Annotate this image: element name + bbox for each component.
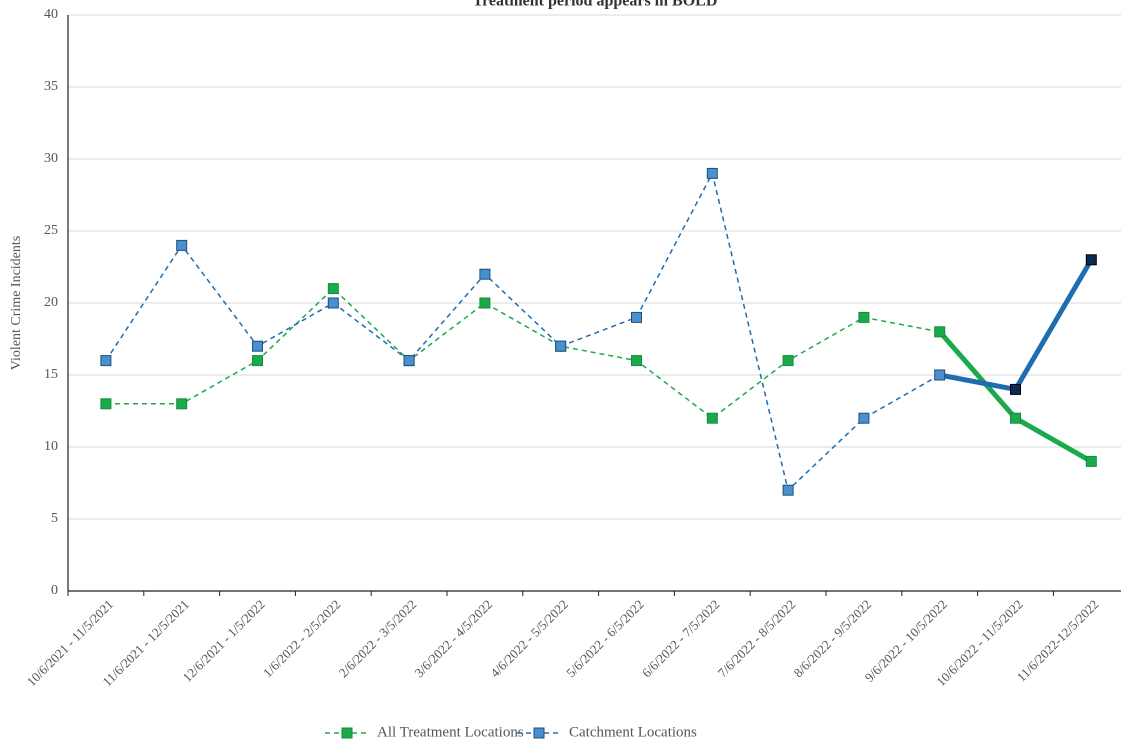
x-tick-label: 4/6/2022 - 5/5/2022	[487, 597, 571, 681]
legend-marker	[533, 727, 545, 739]
marker	[176, 398, 188, 410]
marker	[934, 326, 946, 338]
legend-label: Catchment Locations	[569, 724, 697, 740]
y-tick-label: 40	[44, 7, 58, 22]
x-tick-label: 6/6/2022 - 7/5/2022	[639, 597, 723, 681]
y-tick-label: 10	[44, 439, 58, 454]
marker	[403, 355, 415, 367]
marker	[327, 297, 339, 309]
marker	[631, 311, 642, 323]
x-tick-label: 12/6/2021 - 1/5/2022	[179, 597, 267, 685]
y-tick-label: 5	[51, 511, 58, 526]
x-tick-label: 11/6/2021 - 12/5/2021	[99, 597, 191, 689]
marker	[100, 398, 112, 410]
marker	[934, 369, 946, 381]
marker	[327, 283, 339, 295]
y-tick-label: 25	[44, 223, 58, 238]
marker	[858, 311, 870, 323]
marker	[631, 355, 642, 367]
x-tick-label: 2/6/2022 - 3/5/2022	[336, 597, 420, 681]
marker	[176, 239, 188, 251]
marker	[1085, 254, 1097, 266]
marker	[706, 167, 718, 179]
marker	[782, 484, 794, 496]
y-tick-label: 15	[44, 367, 58, 382]
legend-marker	[341, 727, 353, 739]
marker	[252, 340, 263, 352]
marker	[1010, 412, 1021, 424]
x-tick-label: 8/6/2022 - 9/5/2022	[790, 597, 874, 681]
y-axis-label: Violent Crime Incidents	[9, 236, 24, 370]
marker	[100, 355, 112, 367]
legend-label: All Treatment Locations	[377, 724, 524, 740]
series-line	[105, 287, 1092, 463]
y-tick-label: 20	[44, 295, 58, 310]
marker	[479, 297, 491, 309]
marker	[706, 412, 718, 424]
y-tick-label: 0	[51, 583, 58, 598]
x-tick-label: 1/6/2022 - 2/5/2022	[260, 597, 344, 681]
y-tick-label: 35	[44, 79, 58, 94]
marker	[252, 355, 263, 367]
x-tick-label: 11/6/2022-12/5/2022	[1014, 597, 1102, 685]
x-tick-label: 10/6/2022 - 11/5/2022	[933, 597, 1025, 689]
marker	[1085, 455, 1097, 467]
x-tick-label: 3/6/2022 - 4/5/2022	[411, 597, 495, 681]
chart-title: Treatment period appears in BOLD	[473, 0, 718, 10]
bold-line	[937, 330, 1093, 464]
series-line	[105, 171, 1092, 492]
marker	[479, 268, 491, 280]
bold-line	[939, 258, 1094, 392]
x-tick-label: 5/6/2022 - 6/5/2022	[563, 597, 647, 681]
y-tick-label: 30	[44, 151, 58, 166]
marker	[782, 355, 794, 367]
marker	[858, 412, 870, 424]
x-tick-label: 9/6/2022 - 10/5/2022	[862, 597, 950, 685]
x-tick-label: 7/6/2022 - 8/5/2022	[715, 597, 799, 681]
marker	[555, 340, 567, 352]
marker	[1010, 383, 1021, 395]
